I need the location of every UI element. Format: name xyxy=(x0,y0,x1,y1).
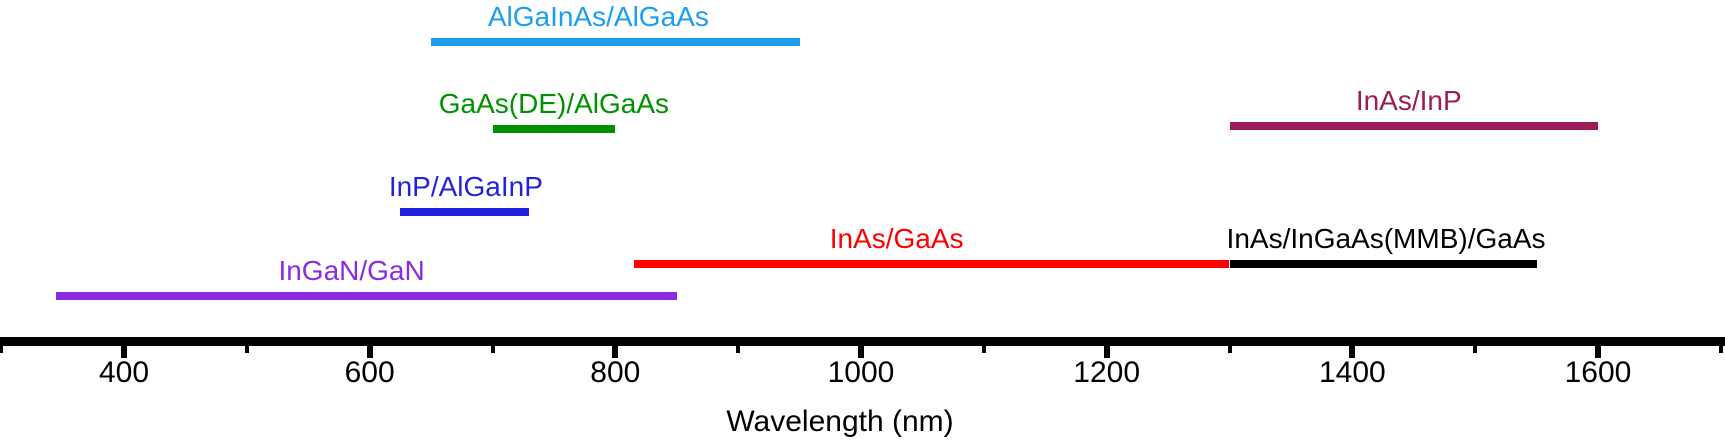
x-axis-minor-tick xyxy=(1718,346,1723,353)
bar-label-inas-gaas: InAs/GaAs xyxy=(829,223,964,254)
bar-inas-gaas xyxy=(633,260,1230,268)
x-axis-major-tick xyxy=(858,346,864,358)
bar-label-ingan-gan: InGaN/GaN xyxy=(278,255,425,286)
bar-label-inp-algainp: InP/AlGaInP xyxy=(388,171,543,202)
x-axis-major-tick xyxy=(366,346,373,358)
x-axis-tick-label: 400 xyxy=(98,356,150,389)
x-axis-major-tick xyxy=(1595,346,1601,358)
bar-label-inas-ingaas-mmb-gaas: InAs/InGaAs(MMB)/GaAs xyxy=(1226,223,1546,254)
bar-label-gaas-de-algaas: GaAs(DE)/AlGaAs xyxy=(438,88,670,119)
x-axis-line xyxy=(0,337,1725,346)
bar-gaas-de-algaas xyxy=(492,125,616,133)
x-axis-minor-tick xyxy=(736,346,741,353)
x-axis-major-tick xyxy=(1103,346,1110,358)
x-axis-title: Wavelength (nm) xyxy=(726,405,954,438)
x-axis-major-tick xyxy=(1349,346,1356,358)
x-axis-minor-tick xyxy=(1227,346,1232,353)
x-axis-tick-label: 1000 xyxy=(827,356,895,389)
x-axis-minor-tick xyxy=(490,346,495,353)
x-axis-minor-tick xyxy=(981,346,986,353)
x-axis-tick-label: 600 xyxy=(344,356,395,389)
bar-label-inas-inp: InAs/InP xyxy=(1355,85,1462,116)
x-axis-minor-tick xyxy=(244,346,249,353)
bar-inas-ingaas-mmb-gaas xyxy=(1229,260,1537,268)
x-axis-minor-tick xyxy=(0,346,4,353)
x-axis-minor-tick xyxy=(1473,346,1478,353)
bar-label-algainas-algaas: AlGaInAs/AlGaAs xyxy=(487,1,709,32)
x-axis-tick-label: 1200 xyxy=(1073,356,1141,389)
x-axis-major-tick xyxy=(612,346,619,358)
bar-inp-algainp xyxy=(400,208,530,216)
x-axis-tick-label: 800 xyxy=(590,356,641,389)
x-axis-tick-label: 1600 xyxy=(1564,356,1632,389)
bar-algainas-algaas xyxy=(431,38,800,46)
bar-ingan-gan xyxy=(56,292,677,300)
x-axis-major-tick xyxy=(121,346,127,358)
bar-inas-inp xyxy=(1229,122,1598,130)
x-axis-tick-label: 1400 xyxy=(1318,356,1386,389)
